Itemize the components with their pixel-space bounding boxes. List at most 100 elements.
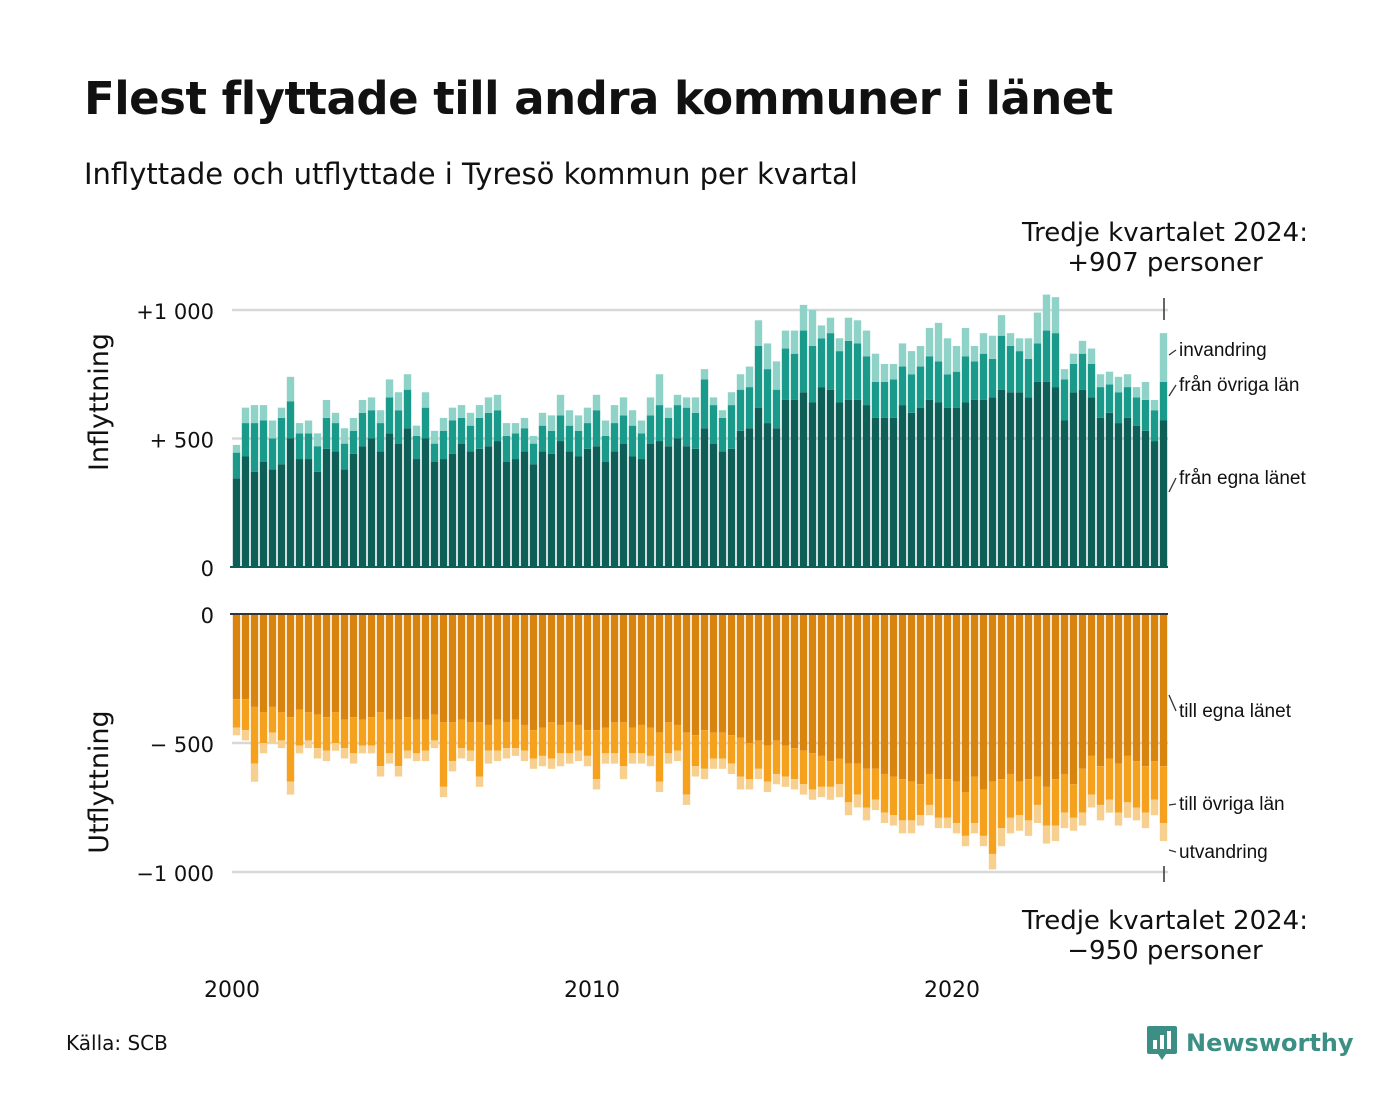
in-bar <box>1006 333 1015 346</box>
in-bar <box>781 399 790 567</box>
in-bar <box>871 353 880 382</box>
in-bar <box>457 443 466 567</box>
out-bar <box>628 614 637 728</box>
out-bar <box>970 614 979 777</box>
in-bar <box>358 446 367 567</box>
in-bar <box>709 397 718 406</box>
in-bar <box>673 438 682 567</box>
in-bar <box>988 358 997 398</box>
out-bar <box>682 794 691 805</box>
out-bar <box>826 761 835 787</box>
out-bar <box>826 786 835 800</box>
out-bar <box>763 614 772 746</box>
in-bar <box>1069 353 1078 364</box>
label-invandring-leader <box>1168 349 1177 356</box>
out-bar <box>619 722 628 767</box>
in-bar <box>565 451 574 567</box>
out-bar <box>538 727 547 756</box>
out-bar <box>1006 817 1015 834</box>
in-bar <box>646 397 655 416</box>
in-bar <box>520 428 529 452</box>
in-bar <box>628 425 637 457</box>
out-bar <box>808 789 817 800</box>
out-bar <box>1123 755 1132 803</box>
in-tick-label: 0 <box>201 557 214 581</box>
in-bar <box>286 376 295 402</box>
in-bar <box>727 448 736 567</box>
in-bar <box>925 356 934 400</box>
out-bar <box>1123 614 1132 756</box>
out-bar <box>808 753 817 790</box>
in-bar <box>1051 387 1060 567</box>
out-bar <box>394 766 403 777</box>
out-bar <box>709 732 718 759</box>
in-bar <box>871 381 880 418</box>
in-bar <box>844 317 853 341</box>
in-bar <box>943 338 952 375</box>
in-bar <box>997 315 1006 336</box>
out-bar <box>556 753 565 767</box>
out-bar <box>403 614 412 718</box>
out-bar <box>268 732 277 743</box>
in-bar <box>412 435 421 460</box>
out-bar <box>349 717 358 754</box>
out-bar <box>1033 614 1042 777</box>
in-bar <box>862 356 871 406</box>
out-bar <box>1060 614 1069 774</box>
in-bar <box>1060 379 1069 421</box>
out-bar <box>430 614 439 715</box>
in-bar <box>889 379 898 418</box>
in-bar <box>664 407 673 418</box>
out-bar <box>493 719 502 751</box>
in-bar <box>1069 392 1078 567</box>
in-bar <box>736 389 745 431</box>
in-bar <box>1105 371 1114 385</box>
out-bar <box>268 706 277 733</box>
out-bar <box>1033 776 1042 805</box>
out-bar <box>421 750 430 762</box>
in-bar <box>601 435 610 462</box>
in-bar <box>1141 430 1150 567</box>
out-bar <box>916 784 925 816</box>
in-bar <box>250 405 259 424</box>
label-till-ovriga-lan: till övriga län <box>1179 794 1285 815</box>
in-bar <box>268 420 277 439</box>
out-bar <box>295 745 304 754</box>
out-bar <box>1141 766 1150 813</box>
annotation-top-line2: +907 personer <box>1067 248 1263 278</box>
out-bar <box>709 614 718 733</box>
out-bar <box>817 786 826 798</box>
in-bar <box>907 412 916 567</box>
out-tick-label: 0 <box>201 604 214 628</box>
out-bar <box>241 614 250 700</box>
out-bar <box>601 727 610 754</box>
in-bar <box>304 433 313 460</box>
in-bar <box>232 452 241 479</box>
in-bar <box>871 417 880 567</box>
in-bar <box>475 405 484 418</box>
out-bar <box>646 755 655 767</box>
in-bar <box>1006 392 1015 567</box>
out-bar <box>1042 614 1051 787</box>
out-bar <box>916 815 925 826</box>
out-bar <box>295 614 304 710</box>
in-bar <box>277 417 286 465</box>
brand-name: Newsworthy <box>1186 1029 1354 1057</box>
in-bar <box>790 399 799 567</box>
in-bar <box>952 345 961 372</box>
out-bar <box>1114 812 1123 826</box>
in-bar <box>970 361 979 400</box>
out-bar <box>1150 799 1159 816</box>
in-bar <box>754 320 763 346</box>
in-bar <box>619 415 628 444</box>
in-bar <box>691 412 700 449</box>
stacked-bar-chart: 0 + 500 +1 000 Inflyttning 0 − 500 −1 000 Utfly… <box>84 294 1306 1003</box>
in-bar <box>412 425 421 436</box>
in-bar <box>277 407 286 418</box>
in-bar <box>538 412 547 426</box>
out-bar <box>439 722 448 787</box>
out-bar <box>880 812 889 823</box>
in-bar <box>331 423 340 452</box>
out-bar <box>457 748 466 759</box>
in-bar <box>385 433 394 567</box>
